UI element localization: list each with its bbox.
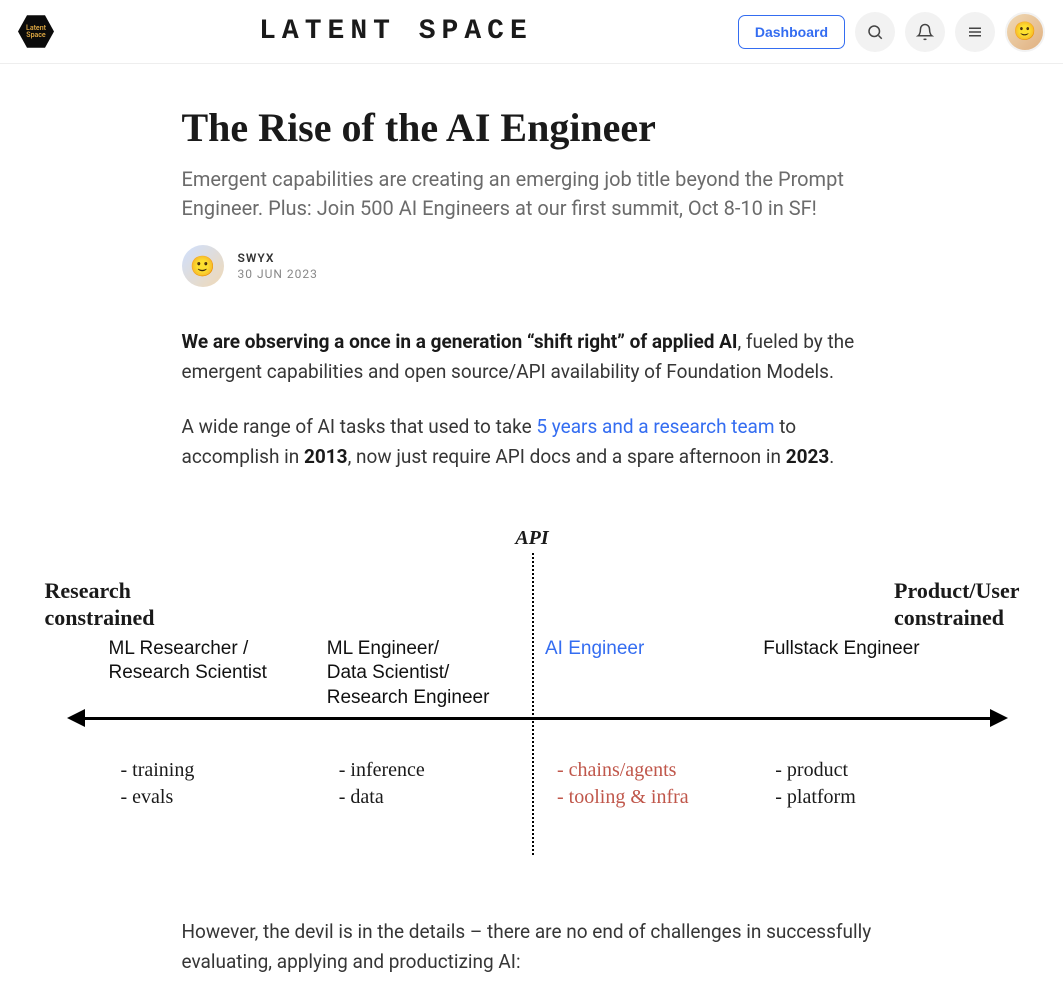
article-title: The Rise of the AI Engineer bbox=[182, 104, 882, 151]
api-label: API bbox=[515, 527, 548, 550]
publish-date: 30 JUN 2023 bbox=[238, 266, 318, 282]
role-fullstack-engineer: Fullstack Engineer bbox=[763, 637, 965, 662]
tasks-col-1: - inference - data bbox=[319, 757, 537, 811]
menu-icon[interactable] bbox=[955, 12, 995, 52]
research-team-link[interactable]: 5 years and a research team bbox=[536, 415, 774, 438]
site-brand[interactable]: Latent Space bbox=[54, 16, 738, 47]
para1-bold: We are observing a once in a generation … bbox=[182, 330, 738, 353]
roles-row: ML Researcher /Research Scientist ML Eng… bbox=[101, 637, 974, 711]
role-ai-engineer: AI Engineer bbox=[545, 637, 747, 662]
paragraph-3: However, the devil is in the details – t… bbox=[182, 917, 882, 978]
spectrum-diagram: API Researchconstrained Product/Usercons… bbox=[1, 497, 1063, 907]
article-subtitle: Emergent capabilities are creating an em… bbox=[182, 165, 882, 223]
author-name[interactable]: SWYX bbox=[238, 250, 318, 266]
top-bar: LatentSpace Latent Space Dashboard 🙂 bbox=[0, 0, 1063, 64]
para2-end: . bbox=[829, 445, 834, 468]
article: The Rise of the AI Engineer Emergent cap… bbox=[172, 104, 892, 473]
role-ml-engineer: ML Engineer/Data Scientist/Research Engi… bbox=[327, 637, 529, 711]
tasks-row: - training - evals - inference - data - … bbox=[101, 757, 974, 811]
topbar-actions: Dashboard 🙂 bbox=[738, 12, 1045, 52]
tasks-col-2: - chains/agents - tooling & infra bbox=[537, 757, 755, 811]
site-logo[interactable]: LatentSpace bbox=[18, 14, 54, 50]
left-constraint-label: Researchconstrained bbox=[45, 577, 155, 632]
para2-pre: A wide range of AI tasks that used to ta… bbox=[182, 415, 537, 438]
spectrum-axis bbox=[81, 717, 994, 720]
avatar[interactable]: 🙂 bbox=[1005, 12, 1045, 52]
author-avatar[interactable]: 🙂 bbox=[182, 245, 224, 287]
tasks-col-3: - product - platform bbox=[755, 757, 973, 811]
para2-year2: 2023 bbox=[786, 445, 830, 468]
paragraph-1: We are observing a once in a generation … bbox=[182, 327, 882, 388]
role-ml-researcher: ML Researcher /Research Scientist bbox=[109, 637, 311, 686]
article-continued: However, the devil is in the details – t… bbox=[172, 917, 892, 978]
right-constraint-label: Product/Userconstrained bbox=[894, 577, 1019, 632]
search-icon[interactable] bbox=[855, 12, 895, 52]
para2-mid2: , now just require API docs and a spare … bbox=[348, 445, 786, 468]
tasks-col-0: - training - evals bbox=[101, 757, 319, 811]
bell-icon[interactable] bbox=[905, 12, 945, 52]
para2-year1: 2013 bbox=[304, 445, 348, 468]
byline: 🙂 SWYX 30 JUN 2023 bbox=[182, 245, 882, 287]
dashboard-button[interactable]: Dashboard bbox=[738, 15, 845, 49]
paragraph-2: A wide range of AI tasks that used to ta… bbox=[182, 412, 882, 473]
